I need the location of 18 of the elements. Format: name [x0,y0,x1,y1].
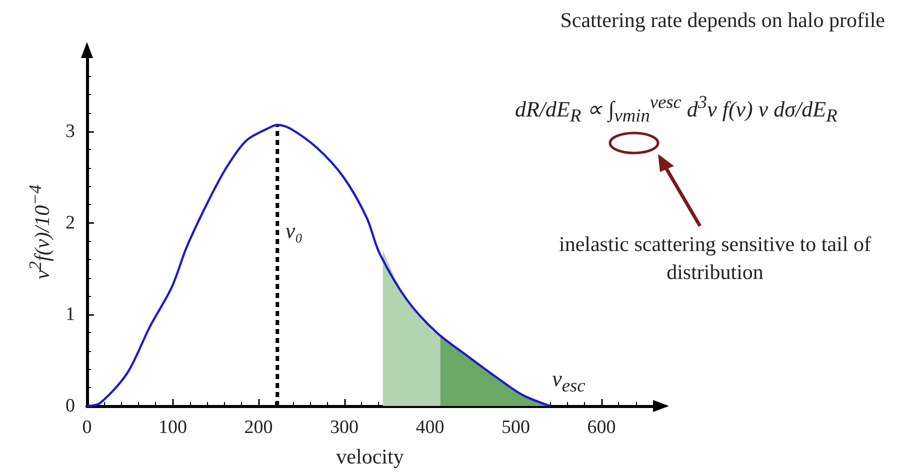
text: Scattering rate depends on halo profile [560,8,885,33]
x-axis-title: velocity [336,444,404,468]
x-tick-label: 400 [416,417,444,438]
y-tick-label: 3 [66,120,75,142]
y-tick-label: 1 [66,304,75,325]
annotation: v$_{esc}$ [552,366,586,396]
x-tick-label: 600 [587,417,616,438]
y-tick-label: 0 [66,396,75,416]
x-tick-label: 200 [244,417,273,438]
y-tick-label: 2 [66,212,75,234]
text: dR/dE$_{R}$ ∝ ∫$_{vmin}$$^{vesc}$ d$^{3}$v f(v) v dσ/dE$_{R}$ [515,92,838,126]
x-tick-label: 0 [82,417,92,438]
x-tick-label: 500 [502,417,530,438]
line-series [86,124,552,408]
annotation: inelastic scattering sensitive to tail of distribution [558,231,872,286]
x-tick-label: 100 [158,417,188,438]
ref-line-label: v₀ [285,218,303,244]
x-tick-label: 300 [330,417,359,438]
